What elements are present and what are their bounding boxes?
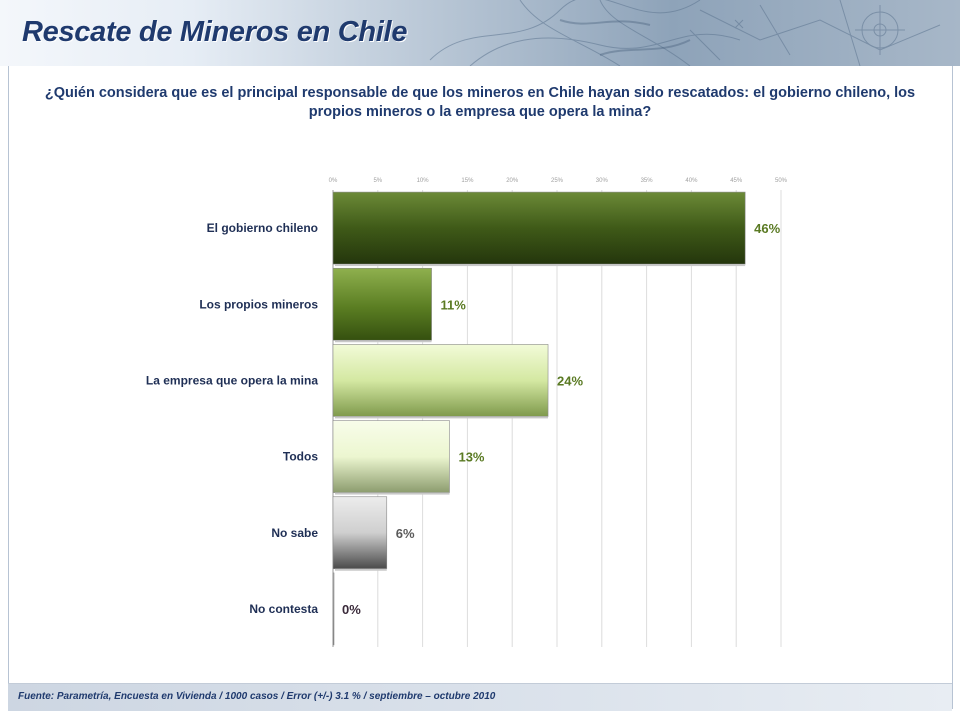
tick-label: 5% bbox=[373, 178, 382, 184]
category-label: El gobierno chileno bbox=[207, 221, 318, 235]
tick-label: 50% bbox=[775, 178, 788, 184]
data-label: 13% bbox=[458, 450, 484, 465]
data-label: 11% bbox=[441, 297, 467, 312]
bar bbox=[332, 420, 450, 493]
category-label: No contesta bbox=[249, 602, 318, 616]
tick-label: 25% bbox=[551, 178, 564, 184]
bar-shadow bbox=[335, 492, 450, 495]
footer-bar: Fuente: Parametría, Encuesta en Vivienda… bbox=[8, 683, 952, 711]
category-label: Los propios mineros bbox=[199, 297, 318, 311]
tick-label: 20% bbox=[506, 178, 519, 184]
page-title: Rescate de Mineros en Chile bbox=[22, 16, 408, 48]
category-label: Todos bbox=[283, 450, 318, 464]
data-label: 6% bbox=[396, 526, 415, 541]
bar-shadow bbox=[335, 340, 432, 343]
bar bbox=[332, 344, 549, 417]
bar-shadow bbox=[335, 264, 746, 267]
bar bbox=[332, 572, 335, 646]
content-frame bbox=[8, 66, 953, 709]
tick-label: 30% bbox=[596, 178, 609, 184]
data-label: 46% bbox=[754, 221, 780, 236]
bar-shadow bbox=[335, 568, 387, 571]
tick-label: 40% bbox=[685, 178, 698, 184]
data-label: 24% bbox=[557, 373, 583, 388]
tick-label: 10% bbox=[417, 178, 430, 184]
header-banner: Rescate de Mineros en Chile bbox=[0, 0, 960, 66]
network-background-graphic bbox=[429, 0, 941, 66]
tick-label: 35% bbox=[641, 178, 654, 184]
data-label: 0% bbox=[342, 602, 361, 617]
bar bbox=[332, 267, 432, 341]
category-label: La empresa que opera la mina bbox=[146, 373, 318, 387]
bar bbox=[332, 191, 746, 265]
category-label: No sabe bbox=[271, 526, 318, 540]
bar-shadow bbox=[335, 416, 549, 419]
bar bbox=[332, 496, 388, 570]
survey-question: ¿Quién considera que es el principal res… bbox=[44, 85, 916, 120]
source-note: Fuente: Parametría, Encuesta en Vivienda… bbox=[18, 691, 496, 702]
tick-label: 15% bbox=[461, 178, 474, 184]
tick-label: 45% bbox=[730, 178, 743, 184]
tick-label: 0% bbox=[329, 178, 338, 184]
